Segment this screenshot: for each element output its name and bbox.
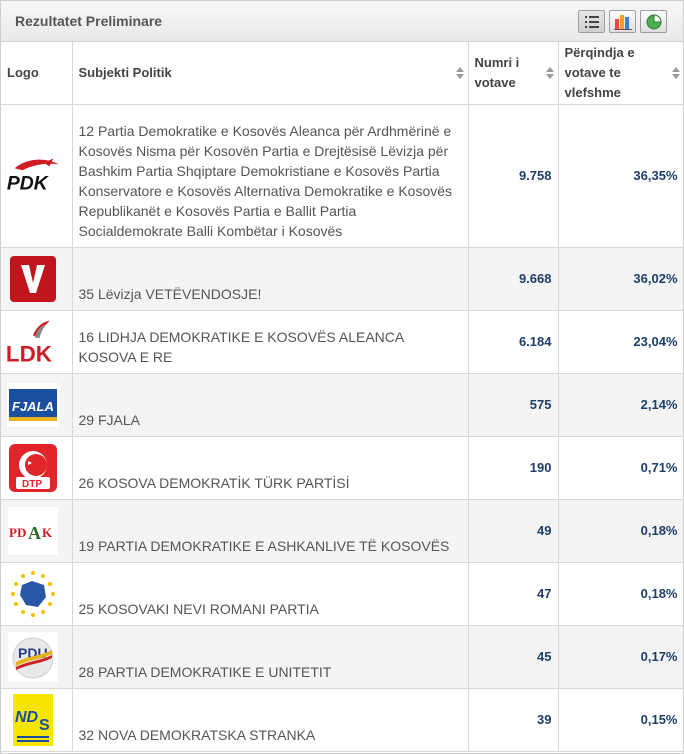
percent-value: 2,14% — [558, 373, 683, 437]
logo-cell — [1, 562, 73, 626]
panel-header: Rezultatet Preliminare — [1, 1, 683, 42]
percent-value: 36,35% — [558, 104, 683, 248]
party-name: 28 PARTIA DEMOKRATIKE E UNITETIT — [72, 625, 469, 689]
column-header-logo: Logo — [1, 42, 73, 105]
knrp-logo-icon — [5, 568, 61, 620]
votes-value: 9.668 — [468, 247, 559, 311]
bar-chart-view-button[interactable] — [609, 10, 636, 33]
logo-cell: PDU — [1, 625, 73, 689]
sort-icon[interactable] — [455, 66, 464, 79]
sort-icon[interactable] — [545, 66, 554, 79]
logo-cell: LDK — [1, 310, 73, 374]
column-header-party-label: Subjekti Politik — [78, 65, 172, 81]
table-row: PD A K 19 PARTIA DEMOKRATIKE E ASHKANLIV… — [1, 499, 683, 563]
percent-value: 0,17% — [558, 625, 683, 689]
sort-icon[interactable] — [671, 66, 680, 79]
table-row: 25 KOSOVAKI NEVI ROMANI PARTIA 47 0,18% — [1, 562, 683, 626]
column-header-votes-label: Numri i votave — [474, 54, 520, 90]
votes-value: 39 — [468, 688, 559, 752]
svg-text:K: K — [42, 525, 53, 540]
panel-title: Rezultatet Preliminare — [15, 13, 163, 29]
dtp-logo-icon: DTP — [5, 442, 61, 494]
logo-cell: PDK — [1, 104, 73, 248]
party-name: 25 KOSOVAKI NEVI ROMANI PARTIA — [72, 562, 469, 626]
svg-text:LDK: LDK — [6, 341, 52, 366]
percent-value: 0,71% — [558, 436, 683, 500]
fjala-logo-icon: FJALA — [5, 379, 61, 431]
nds-logo-icon: ND S — [5, 693, 61, 746]
table-row: DTP 26 KOSOVA DEMOKRATİK TÜRK PARTİSİ 19… — [1, 436, 683, 500]
svg-text:S: S — [39, 717, 50, 734]
party-name: 29 FJALA — [72, 373, 469, 437]
votes-value: 6.184 — [468, 310, 559, 374]
pdk-logo-icon: PDK — [5, 150, 61, 202]
svg-text:DTP: DTP — [22, 479, 42, 490]
table-row: PDU 28 PARTIA DEMOKRATIKE E UNITETIT 45 … — [1, 625, 683, 689]
party-name: 12 Partia Demokratike e Kosovës Aleanca … — [72, 104, 469, 248]
list-view-icon — [584, 15, 599, 28]
pie-chart-icon — [646, 13, 662, 29]
results-table: Logo Subjekti Politik Numri i votave Për… — [1, 42, 683, 752]
table-row: FJALA 29 FJALA 575 2,14% — [1, 373, 683, 437]
percent-value: 36,02% — [558, 247, 683, 311]
votes-value: 575 — [468, 373, 559, 437]
table-row: 35 Lëvizja VETËVENDOSJE! 9.668 36,02% — [1, 247, 683, 311]
svg-text:PD: PD — [9, 525, 26, 540]
logo-cell — [1, 247, 73, 311]
votes-value: 9.758 — [468, 104, 559, 248]
pdu-logo-icon: PDU — [5, 631, 61, 683]
percent-value: 23,04% — [558, 310, 683, 374]
pdak-logo-icon: PD A K — [5, 505, 61, 557]
svg-text:ND: ND — [15, 709, 39, 726]
column-header-party[interactable]: Subjekti Politik — [72, 42, 469, 105]
svg-text:FJALA: FJALA — [12, 399, 54, 414]
votes-value: 45 — [468, 625, 559, 689]
svg-text:A: A — [28, 523, 41, 543]
svg-text:PDK: PDK — [7, 173, 50, 194]
bar-chart-icon — [613, 15, 632, 30]
votes-value: 47 — [468, 562, 559, 626]
percent-value: 0,18% — [558, 499, 683, 563]
party-name: 16 LIDHJA DEMOKRATIKE E KOSOVËS ALEANCA … — [72, 310, 469, 374]
percent-value: 0,18% — [558, 562, 683, 626]
party-name: 32 NOVA DEMOKRATSKA STRANKA — [72, 688, 469, 752]
votes-value: 49 — [468, 499, 559, 563]
party-name: 19 PARTIA DEMOKRATIKE E ASHKANLIVE TË KO… — [72, 499, 469, 563]
list-view-button[interactable] — [578, 10, 605, 33]
votes-value: 190 — [468, 436, 559, 500]
column-header-percent[interactable]: Përqindja e votave te vlefshme — [558, 42, 683, 105]
vetevendosje-logo-icon — [5, 253, 61, 305]
table-row: ND S 32 NOVA DEMOKRATSKA STRANKA 39 0,15… — [1, 688, 683, 752]
party-name: 26 KOSOVA DEMOKRATİK TÜRK PARTİSİ — [72, 436, 469, 500]
column-header-percent-label: Përqindja e votave te vlefshme — [564, 44, 635, 100]
table-header-row: Logo Subjekti Politik Numri i votave Për… — [1, 42, 683, 105]
table-row: LDK 16 LIDHJA DEMOKRATIKE E KOSOVËS ALEA… — [1, 310, 683, 374]
pie-chart-view-button[interactable] — [640, 10, 667, 33]
logo-cell: FJALA — [1, 373, 73, 437]
column-header-votes[interactable]: Numri i votave — [468, 42, 559, 105]
party-name: 35 Lëvizja VETËVENDOSJE! — [72, 247, 469, 311]
ldk-logo-icon: LDK — [5, 316, 61, 368]
logo-cell: DTP — [1, 436, 73, 500]
percent-value: 0,15% — [558, 688, 683, 752]
logo-cell: PD A K — [1, 499, 73, 563]
logo-cell: ND S — [1, 688, 73, 752]
table-row: PDK 12 Partia Demokratike e Kosovës Alea… — [1, 104, 683, 248]
